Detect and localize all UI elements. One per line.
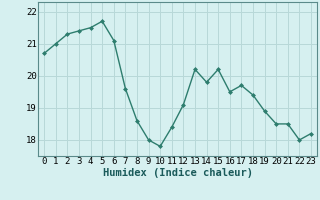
- X-axis label: Humidex (Indice chaleur): Humidex (Indice chaleur): [103, 168, 252, 178]
